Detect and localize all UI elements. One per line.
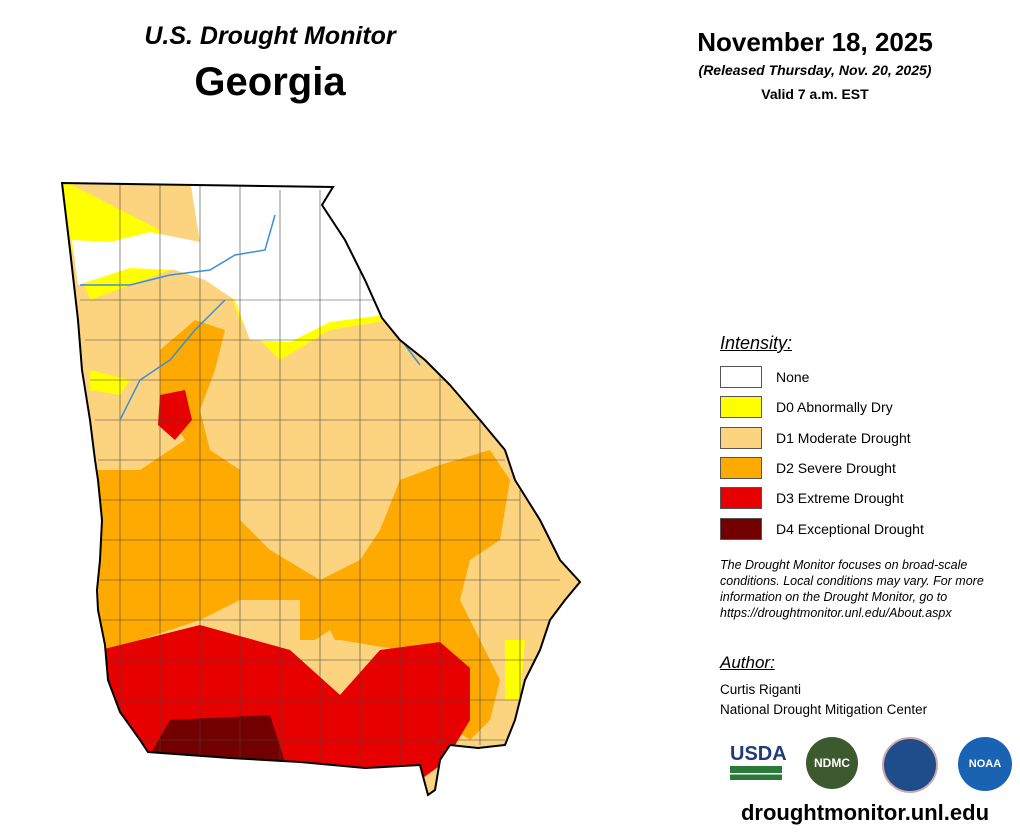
legend-label: D4 Exceptional Drought bbox=[776, 520, 924, 537]
legend-label: D3 Extreme Drought bbox=[776, 490, 904, 507]
none-area bbox=[72, 183, 385, 342]
legend-swatch bbox=[720, 487, 762, 510]
legend-item: D0 Abnormally Dry bbox=[720, 392, 1020, 422]
legend-label: None bbox=[776, 369, 810, 386]
author-organization: National Drought Mitigation Center bbox=[720, 702, 928, 717]
legend-label: D2 Severe Drought bbox=[776, 460, 896, 477]
usda-logo: USDA bbox=[730, 743, 787, 765]
county-lines bbox=[80, 183, 560, 765]
ndmc-logo: NDMC bbox=[806, 737, 858, 789]
author-heading: Author: bbox=[720, 653, 775, 672]
noaa-logo: NOAA bbox=[958, 737, 1012, 791]
legend-item: None bbox=[720, 362, 1020, 392]
legend-swatch bbox=[720, 366, 762, 389]
d1-area bbox=[300, 630, 345, 680]
drought-areas bbox=[62, 183, 580, 795]
legend-swatch bbox=[720, 396, 762, 419]
commerce-logo bbox=[882, 737, 938, 793]
program-name: U.S. Drought Monitor bbox=[144, 22, 396, 50]
legend-item: D3 Extreme Drought bbox=[720, 483, 1020, 513]
map-date: November 18, 2025 bbox=[697, 27, 933, 57]
legend-item: D4 Exceptional Drought bbox=[720, 513, 1020, 543]
legend-label: D1 Moderate Drought bbox=[776, 429, 911, 446]
state-title: Georgia bbox=[194, 60, 346, 104]
legend-swatch bbox=[720, 517, 762, 540]
legend-item: D1 Moderate Drought bbox=[720, 423, 1020, 453]
note: The Drought Monitor focuses on broad-sca… bbox=[720, 558, 984, 620]
legend-swatch bbox=[720, 426, 762, 449]
author-name: Curtis Riganti bbox=[720, 682, 802, 697]
d2-area bbox=[95, 320, 510, 740]
site-url: droughtmonitor.unl.edu bbox=[740, 800, 990, 825]
legend: Intensity: None D0 Abnormally Dry D1 Moder… bbox=[720, 333, 1020, 544]
legend-title: Intensity: bbox=[720, 333, 793, 353]
legend-item: D2 Severe Drought bbox=[720, 453, 1020, 483]
d4-area bbox=[150, 715, 285, 762]
legend-swatch bbox=[720, 457, 762, 480]
legend-label: D0 Abnormally Dry bbox=[776, 399, 893, 416]
usda-stripe bbox=[730, 766, 782, 780]
map bbox=[61, 182, 581, 796]
valid-time: Valid 7 a.m. EST bbox=[761, 86, 869, 102]
d3-area bbox=[158, 390, 192, 440]
release-date: (Released Thursday, Nov. 20, 2025) bbox=[698, 62, 932, 78]
legend-items: None D0 Abnormally Dry D1 Moderate Drought… bbox=[720, 362, 1020, 544]
